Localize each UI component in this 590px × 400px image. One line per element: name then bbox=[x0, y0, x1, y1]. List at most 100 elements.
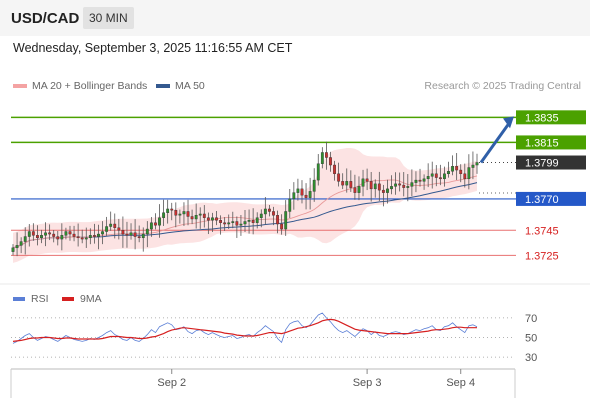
candle bbox=[288, 198, 292, 212]
candle bbox=[117, 227, 121, 231]
candle bbox=[308, 191, 312, 198]
level-label-1: 1.3815 bbox=[525, 137, 559, 149]
candle bbox=[459, 169, 463, 175]
candle bbox=[312, 179, 316, 192]
candle bbox=[40, 235, 43, 239]
candle bbox=[215, 217, 218, 221]
candle bbox=[247, 220, 251, 222]
x-tick-label: Sep 2 bbox=[157, 377, 186, 389]
candle bbox=[292, 192, 296, 200]
projection-arrowhead bbox=[503, 116, 514, 129]
candle bbox=[353, 187, 357, 193]
candle bbox=[316, 163, 320, 181]
legend-9ma: 9MA bbox=[62, 293, 102, 305]
rsi-tick-label: 30 bbox=[525, 352, 537, 364]
research-credit: Research © 2025 Trading Central bbox=[424, 80, 581, 92]
rsi-swatch bbox=[13, 297, 25, 302]
candle bbox=[31, 231, 35, 236]
9ma-swatch bbox=[62, 297, 74, 302]
candle bbox=[447, 171, 450, 175]
candle bbox=[105, 226, 109, 232]
candle bbox=[463, 173, 467, 180]
candle bbox=[268, 208, 271, 212]
candle bbox=[394, 183, 398, 187]
last-price-label: 1.3799 bbox=[525, 158, 559, 170]
candle bbox=[166, 208, 170, 213]
candle bbox=[300, 188, 304, 196]
currency-pair-title: USD/CAD bbox=[11, 10, 80, 27]
legend-rsi: RSI bbox=[13, 293, 49, 305]
header-bar: USD/CAD 30 MIN bbox=[0, 0, 590, 36]
candle bbox=[329, 157, 332, 166]
9ma-label: 9MA bbox=[80, 293, 102, 305]
candle bbox=[23, 236, 27, 242]
candle bbox=[357, 186, 361, 193]
candle bbox=[206, 217, 210, 221]
candle bbox=[361, 178, 365, 187]
candle bbox=[186, 211, 190, 217]
candle bbox=[137, 236, 141, 239]
candle bbox=[92, 235, 96, 237]
candle bbox=[304, 194, 308, 198]
ma20-label: MA 20 + Bollinger Bands bbox=[32, 80, 148, 92]
candle bbox=[406, 186, 410, 188]
bollinger-band bbox=[13, 148, 477, 263]
candle bbox=[60, 235, 64, 240]
candle bbox=[97, 233, 100, 237]
candle bbox=[145, 228, 149, 235]
candle bbox=[223, 222, 227, 225]
candle bbox=[349, 181, 353, 188]
candle bbox=[337, 173, 341, 182]
candle bbox=[369, 181, 373, 190]
candle bbox=[231, 221, 235, 223]
candle bbox=[219, 220, 222, 223]
candle bbox=[251, 220, 255, 223]
candle bbox=[88, 235, 92, 239]
candles bbox=[11, 141, 479, 257]
candle bbox=[76, 236, 80, 239]
level-tag-0 bbox=[516, 110, 586, 125]
rsi-label: RSI bbox=[31, 293, 49, 305]
candle bbox=[27, 231, 31, 237]
candle bbox=[284, 211, 288, 230]
candle bbox=[121, 230, 125, 235]
candle bbox=[426, 176, 430, 180]
candle bbox=[101, 231, 104, 235]
candle bbox=[202, 213, 206, 218]
candle bbox=[410, 182, 414, 187]
candle bbox=[227, 222, 231, 225]
candle bbox=[373, 183, 377, 190]
candle bbox=[211, 217, 214, 221]
candle bbox=[36, 235, 39, 239]
candle bbox=[84, 237, 88, 240]
x-tick-label: Sep 4 bbox=[446, 377, 475, 389]
candle bbox=[451, 166, 454, 172]
candle bbox=[15, 245, 19, 249]
candle bbox=[443, 173, 446, 180]
last-price-tag bbox=[516, 155, 586, 170]
candle bbox=[68, 231, 72, 235]
candle bbox=[80, 237, 84, 240]
candle bbox=[381, 189, 385, 193]
candle bbox=[170, 208, 174, 211]
candle bbox=[198, 213, 202, 216]
timeframe-button[interactable]: 30 MIN bbox=[83, 7, 134, 29]
timestamp: Wednesday, September 3, 2025 11:16:55 AM… bbox=[13, 41, 293, 55]
candle bbox=[235, 221, 239, 226]
candle bbox=[129, 232, 133, 236]
candle bbox=[341, 181, 345, 186]
candle bbox=[149, 222, 153, 230]
candle bbox=[386, 188, 389, 193]
candle bbox=[280, 223, 284, 230]
candle bbox=[11, 247, 15, 252]
candle bbox=[471, 164, 475, 168]
candle bbox=[430, 173, 434, 177]
rsi-9ma-line bbox=[12, 318, 477, 342]
candle bbox=[182, 211, 186, 215]
candle bbox=[422, 178, 426, 182]
candle bbox=[455, 166, 459, 171]
candle bbox=[48, 232, 52, 235]
candle bbox=[402, 184, 406, 188]
candle bbox=[141, 233, 145, 239]
legend-ma50: MA 50 bbox=[156, 80, 205, 92]
